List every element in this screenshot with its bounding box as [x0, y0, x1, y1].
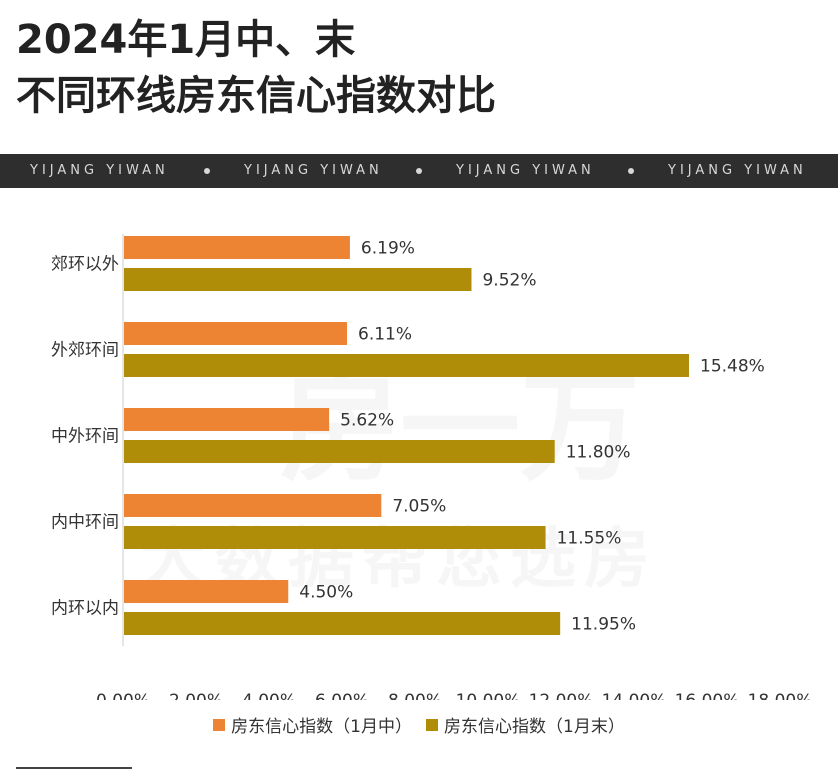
- category-label: 外郊环间: [51, 341, 119, 361]
- x-tick-label: 0.00%: [96, 691, 150, 700]
- bar-end: [124, 526, 546, 549]
- data-label: 4.50%: [299, 583, 353, 603]
- chart-title: 2024年1月中、末 不同环线房东信心指数对比: [16, 14, 496, 126]
- bottom-divider: [16, 767, 132, 769]
- bar-end: [124, 612, 561, 635]
- legend-label-mid: 房东信心指数（1月中）: [231, 717, 412, 737]
- band-text-3: YIJANG YIWAN: [456, 163, 595, 178]
- band-dot-2: [416, 168, 422, 174]
- x-tick-label: 6.00%: [315, 691, 369, 700]
- legend-swatch-end: [426, 718, 438, 731]
- x-tick-label: 8.00%: [388, 691, 442, 700]
- category-label: 内环以内: [51, 599, 119, 619]
- x-tick-label: 16.00%: [675, 691, 740, 700]
- band-text-1: YIJANG YIWAN: [30, 163, 169, 178]
- x-tick-label: 12.00%: [529, 691, 594, 700]
- legend-label-end: 房东信心指数（1月末）: [444, 717, 625, 737]
- bar-mid: [124, 408, 330, 431]
- band-dot-1: [204, 168, 210, 174]
- data-label: 11.80%: [566, 443, 631, 463]
- bar-mid: [124, 322, 348, 345]
- data-label: 7.05%: [392, 497, 446, 517]
- bar-mid: [124, 494, 382, 517]
- bar-end: [124, 354, 690, 377]
- title-line-1: 2024年1月中、末: [16, 17, 356, 63]
- band-text-4: YIJANG YIWAN: [668, 163, 807, 178]
- data-label: 15.48%: [700, 357, 765, 377]
- x-tick-label: 14.00%: [602, 691, 667, 700]
- legend-swatch-mid: [213, 718, 226, 731]
- bar-mid: [124, 236, 350, 259]
- legend-entry-mid: 房东信心指数（1月中）: [213, 712, 412, 737]
- category-label: 中外环间: [51, 427, 119, 447]
- brand-band: YIJANG YIWAN YIJANG YIWAN YIJANG YIWAN Y…: [0, 154, 838, 188]
- legend-entry-end: 房东信心指数（1月末）: [426, 712, 625, 737]
- data-label: 11.95%: [571, 615, 636, 635]
- band-dot-3: [628, 168, 634, 174]
- data-label: 5.62%: [340, 411, 394, 431]
- category-label: 郊环以外: [51, 255, 119, 275]
- band-text-2: YIJANG YIWAN: [244, 163, 383, 178]
- x-tick-label: 18.00%: [748, 691, 813, 700]
- data-label: 6.19%: [361, 239, 415, 259]
- bar-end: [124, 268, 472, 291]
- category-label: 内中环间: [51, 513, 119, 533]
- bar-mid: [124, 580, 289, 603]
- x-tick-label: 4.00%: [242, 691, 296, 700]
- bar-end: [124, 440, 555, 463]
- data-label: 9.52%: [482, 271, 536, 291]
- data-label: 6.11%: [358, 325, 412, 345]
- title-line-2: 不同环线房东信心指数对比: [16, 73, 496, 119]
- x-tick-label: 10.00%: [456, 691, 521, 700]
- bar-chart: 郊环以外 6.19% 9.52% 外郊环间 6.11% 15.48% 中外环间 5.62% 11…: [51, 234, 813, 700]
- legend: 房东信心指数（1月中） 房东信心指数（1月末）: [0, 712, 838, 737]
- data-label: 11.55%: [557, 529, 622, 549]
- x-tick-label: 2.00%: [169, 691, 223, 700]
